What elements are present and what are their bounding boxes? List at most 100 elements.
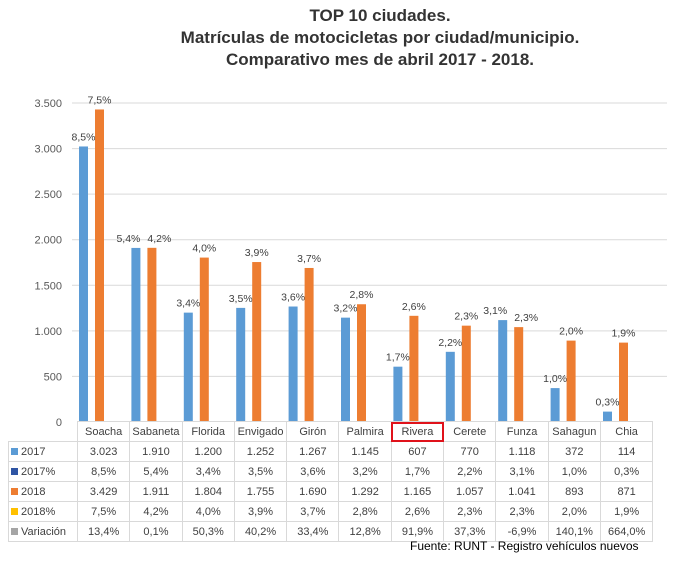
table-cell: 3,9% xyxy=(233,501,288,522)
table-cell: 1,9% xyxy=(599,501,654,522)
data-label: 4,2% xyxy=(147,233,171,245)
data-label: 8,5% xyxy=(72,131,96,143)
bar-2018 xyxy=(95,109,104,423)
table-cell: 1,0% xyxy=(547,461,601,482)
legend-swatch xyxy=(11,507,18,515)
table-cell: 1.041 xyxy=(495,481,549,502)
table-cell: 7,5% xyxy=(76,501,131,522)
row-label: 2017% xyxy=(21,465,56,478)
table-cell: 2,2% xyxy=(443,461,497,482)
bar-2017 xyxy=(603,411,612,422)
table-cell: 3,6% xyxy=(286,461,340,482)
table-cell: 1.200 xyxy=(181,441,235,462)
category-label: Sahagun xyxy=(547,421,601,442)
data-label: 1,7% xyxy=(386,352,410,364)
table-cell: 1.910 xyxy=(129,441,183,462)
bar-2017 xyxy=(236,307,246,422)
data-label: 3,1% xyxy=(483,305,507,317)
table-cell: 0,1% xyxy=(129,521,183,542)
legend-swatch xyxy=(11,467,18,475)
table-cell: 114 xyxy=(599,441,654,462)
bar-2017 xyxy=(550,388,560,422)
table-cell: 607 xyxy=(390,441,445,462)
y-tick-label: 2.500 xyxy=(34,189,62,201)
row-header: 2017% xyxy=(8,461,78,482)
table-row: 2018% 7,5% 4,2% 4,0% 3,9% 3,7% 2,8% 2,6% 2,3% 2,3… xyxy=(8,501,654,522)
bar-2018 xyxy=(461,325,471,422)
bar-2018 xyxy=(199,257,209,422)
category-label: Rivera xyxy=(390,421,445,442)
bar-2017 xyxy=(183,312,193,422)
data-label: 3,5% xyxy=(229,293,253,305)
table-cell: 2,6% xyxy=(390,501,445,522)
data-label: 7,5% xyxy=(88,94,112,106)
table-cell: 1.804 xyxy=(181,481,235,502)
chart-title-line-1: TOP 10 ciudades. xyxy=(309,6,451,25)
table-cell: 50,3% xyxy=(181,521,235,542)
table-corner xyxy=(9,422,78,442)
category-label: Chia xyxy=(599,421,654,442)
row-label: 2018% xyxy=(21,505,56,518)
bar-2017 xyxy=(445,351,455,422)
data-label: 2,6% xyxy=(402,301,426,313)
chart-title-line-3: Comparativo mes de abril 2017 - 2018. xyxy=(225,50,535,69)
category-label: Sabaneta xyxy=(129,421,183,442)
table-cell: 3,4% xyxy=(181,461,235,482)
y-tick-label: 500 xyxy=(44,371,62,383)
table-cell: 0,3% xyxy=(599,461,654,482)
bar-2017 xyxy=(131,247,141,422)
category-label: Envigado xyxy=(233,421,288,442)
table-cell: 8,5% xyxy=(76,461,131,482)
bar-2017 xyxy=(498,320,508,422)
data-label: 1,0% xyxy=(543,373,567,385)
data-label: 3,2% xyxy=(334,303,358,315)
table-cell: 2,3% xyxy=(495,501,549,522)
y-tick-label: 2.000 xyxy=(34,235,62,247)
bar-2018 xyxy=(566,340,576,422)
bar-2018 xyxy=(252,262,262,422)
bar-2018 xyxy=(357,304,366,422)
table-cell: 1.057 xyxy=(443,481,497,502)
table-cell: 664,0% xyxy=(599,521,654,542)
y-tick-label: 1.500 xyxy=(34,280,62,292)
source-note: Fuente: RUNT - Registro vehículos nuevos xyxy=(410,539,639,553)
bar-2017 xyxy=(79,146,88,422)
table-cell: 1.252 xyxy=(233,441,288,462)
data-label: 2,3% xyxy=(454,311,478,323)
table-cell: 3,1% xyxy=(495,461,549,482)
category-label: Funza xyxy=(495,421,549,442)
row-label: 2017 xyxy=(21,445,46,458)
table-cell: 3,7% xyxy=(286,501,340,522)
table-cell: 3.023 xyxy=(76,441,131,462)
table-cell: 1.911 xyxy=(129,481,183,502)
table-cell: 1.165 xyxy=(390,481,445,502)
bar-2017 xyxy=(288,306,298,422)
data-label: 2,3% xyxy=(514,312,538,324)
table-cell: 1.145 xyxy=(338,441,392,462)
table-cell: 40,2% xyxy=(233,521,288,542)
table-cell: 3,5% xyxy=(233,461,288,482)
data-label: 0,3% xyxy=(596,397,620,409)
y-tick-label: 0 xyxy=(56,417,62,429)
table-cell: 1.690 xyxy=(286,481,340,502)
table-cell: 37,3% xyxy=(443,521,497,542)
table-cell: 3.429 xyxy=(76,481,131,502)
bar-2018 xyxy=(619,342,628,422)
legend-swatch xyxy=(11,487,18,495)
data-label: 4,0% xyxy=(192,243,216,255)
legend-swatch xyxy=(11,527,18,535)
table-cell: 2,8% xyxy=(338,501,392,522)
table-cell: 12,8% xyxy=(338,521,392,542)
table-cell: 770 xyxy=(443,441,497,462)
bar-2017 xyxy=(341,317,350,422)
category-label: Florida xyxy=(181,421,235,442)
row-label: Variación xyxy=(21,525,67,538)
table-cell: -6,9% xyxy=(495,521,549,542)
table-cell: 1.267 xyxy=(286,441,340,462)
table-cell: 2,3% xyxy=(443,501,497,522)
y-tick-label: 1.000 xyxy=(34,326,62,338)
table-cell: 3,2% xyxy=(338,461,392,482)
data-label: 1,9% xyxy=(612,328,636,340)
chart-title-line-2: Matrículas de motocicletas por ciudad/mu… xyxy=(180,28,580,47)
bar-2018 xyxy=(514,327,524,422)
